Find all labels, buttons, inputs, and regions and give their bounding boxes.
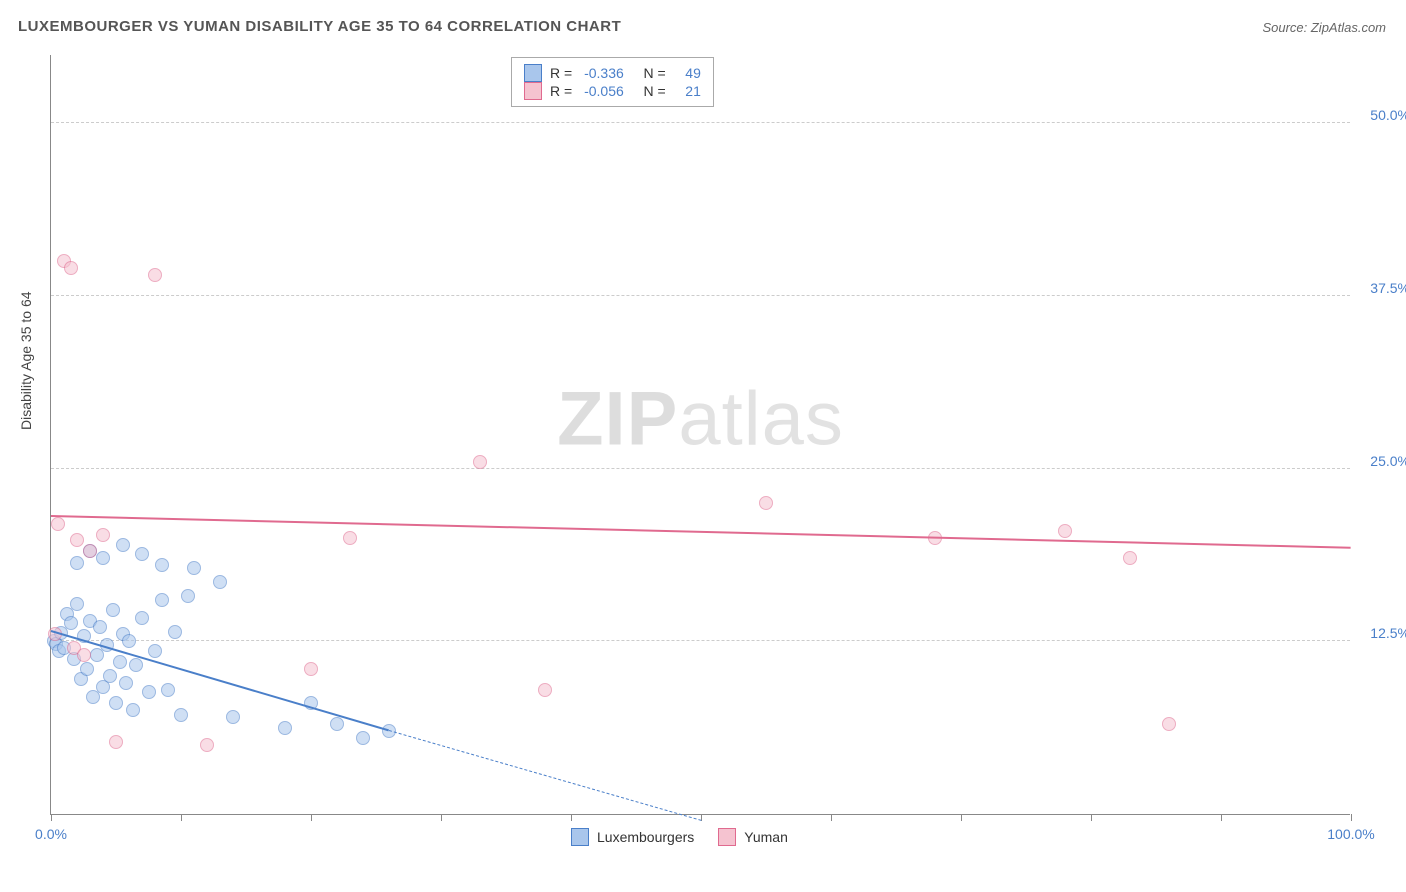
x-tick [1221, 814, 1222, 821]
data-point [135, 547, 149, 561]
legend-swatch [524, 82, 542, 100]
data-point [759, 496, 773, 510]
data-point [135, 611, 149, 625]
data-point [213, 575, 227, 589]
series-legend: Luxembourgers Yuman [571, 828, 788, 846]
watermark-light: atlas [678, 377, 844, 462]
data-point [83, 544, 97, 558]
legend-n-label: N = [632, 65, 670, 81]
data-point [113, 655, 127, 669]
gridline [51, 640, 1350, 641]
x-tick [831, 814, 832, 821]
data-point [96, 551, 110, 565]
legend-r-value: -0.336 [584, 65, 624, 81]
data-point [70, 597, 84, 611]
legend-swatch [524, 64, 542, 82]
data-point [168, 625, 182, 639]
legend-label: Luxembourgers [597, 829, 694, 845]
y-tick-label: 50.0% [1355, 107, 1406, 123]
data-point [93, 620, 107, 634]
data-point [106, 603, 120, 617]
data-point [1058, 524, 1072, 538]
data-point [103, 669, 117, 683]
data-point [126, 703, 140, 717]
x-tick [571, 814, 572, 821]
chart-title: LUXEMBOURGER VS YUMAN DISABILITY AGE 35 … [18, 18, 621, 35]
source-attribution: Source: ZipAtlas.com [1262, 20, 1386, 35]
data-point [142, 685, 156, 699]
data-point [330, 717, 344, 731]
y-axis-label: Disability Age 35 to 64 [18, 291, 34, 430]
x-tick [1091, 814, 1092, 821]
x-tick [441, 814, 442, 821]
trend-line [51, 515, 1351, 549]
data-point [161, 683, 175, 697]
x-tick [961, 814, 962, 821]
legend-n-value: 21 [678, 83, 701, 99]
data-point [109, 735, 123, 749]
gridline [51, 468, 1350, 469]
data-point [109, 696, 123, 710]
data-point [343, 531, 357, 545]
legend-n-label: N = [632, 83, 670, 99]
x-tick [1351, 814, 1352, 821]
data-point [278, 721, 292, 735]
legend-row: R = -0.336 N = 49 [524, 64, 701, 82]
data-point [181, 589, 195, 603]
data-point [155, 558, 169, 572]
legend-r-label: R = [550, 65, 576, 81]
data-point [304, 662, 318, 676]
data-point [70, 556, 84, 570]
data-point [119, 676, 133, 690]
x-tick [701, 814, 702, 821]
legend-item: Yuman [718, 828, 788, 846]
legend-r-label: R = [550, 83, 576, 99]
y-tick-label: 37.5% [1355, 280, 1406, 296]
data-point [96, 528, 110, 542]
plot-area: ZIPatlas R = -0.336 N = 49R = -0.056 N =… [50, 55, 1350, 815]
data-point [116, 538, 130, 552]
x-tick [181, 814, 182, 821]
data-point [148, 268, 162, 282]
watermark: ZIPatlas [557, 376, 844, 463]
data-point [200, 738, 214, 752]
data-point [64, 616, 78, 630]
data-point [155, 593, 169, 607]
x-tick [51, 814, 52, 821]
data-point [1123, 551, 1137, 565]
x-tick-label: 0.0% [35, 826, 67, 842]
data-point [538, 683, 552, 697]
legend-swatch [571, 828, 589, 846]
legend-label: Yuman [744, 829, 788, 845]
data-point [70, 533, 84, 547]
x-tick [311, 814, 312, 821]
data-point [80, 662, 94, 676]
data-point [356, 731, 370, 745]
data-point [51, 517, 65, 531]
legend-row: R = -0.056 N = 21 [524, 82, 701, 100]
data-point [1162, 717, 1176, 731]
watermark-bold: ZIP [557, 377, 678, 462]
data-point [77, 648, 91, 662]
y-tick-label: 25.0% [1355, 453, 1406, 469]
data-point [122, 634, 136, 648]
data-point [174, 708, 188, 722]
correlation-legend: R = -0.336 N = 49R = -0.056 N = 21 [511, 57, 714, 107]
gridline [51, 295, 1350, 296]
data-point [148, 644, 162, 658]
data-point [187, 561, 201, 575]
legend-item: Luxembourgers [571, 828, 694, 846]
y-tick-label: 12.5% [1355, 625, 1406, 641]
data-point [473, 455, 487, 469]
data-point [226, 710, 240, 724]
legend-swatch [718, 828, 736, 846]
trend-line [389, 730, 701, 821]
data-point [64, 261, 78, 275]
gridline [51, 122, 1350, 123]
legend-r-value: -0.056 [584, 83, 624, 99]
x-tick-label: 100.0% [1327, 826, 1374, 842]
legend-n-value: 49 [678, 65, 701, 81]
data-point [129, 658, 143, 672]
